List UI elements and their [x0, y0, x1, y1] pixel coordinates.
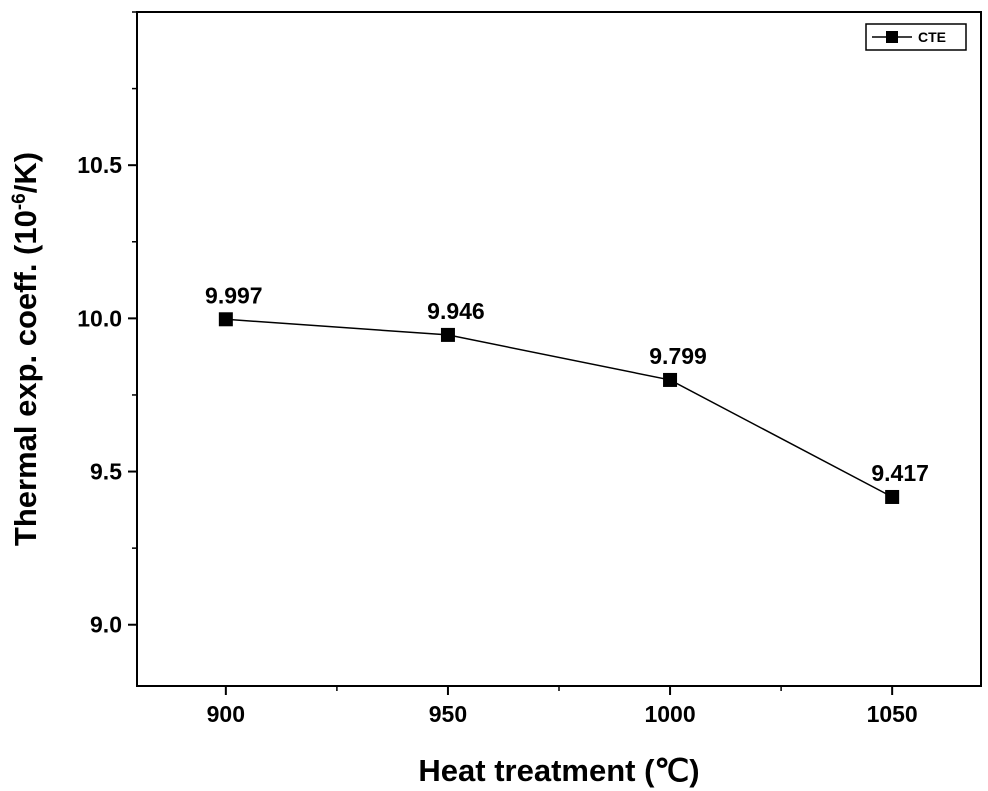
- x-axis-title: Heat treatment (℃): [418, 753, 699, 788]
- data-point-marker: [218, 312, 233, 327]
- y-axis-title-unit: /K): [8, 152, 43, 193]
- y-tick-labels: 9.0 9.5 10.0 10.5: [77, 152, 122, 638]
- data-value-label: 9.997: [205, 282, 263, 308]
- data-value-label: 9.799: [649, 343, 707, 369]
- axis-ticks: [128, 11, 894, 695]
- x-tick-label: 1000: [644, 701, 695, 727]
- x-tick-labels: 900 950 1000 1050: [207, 701, 918, 727]
- data-point-marker: [440, 327, 455, 342]
- series-layer: [218, 312, 900, 504]
- legend-marker-square: [886, 31, 898, 43]
- data-value-label: 9.946: [427, 298, 485, 324]
- data-point-marker: [885, 489, 900, 504]
- y-axis-title-exponent: -6: [9, 193, 30, 210]
- y-axis-title: Thermal exp. coeff. (10-6/K): [8, 152, 43, 546]
- y-tick-label: 10.0: [77, 305, 122, 331]
- data-point-marker: [663, 372, 678, 387]
- legend-label-cte: CTE: [918, 29, 946, 45]
- data-labels: 9.997 9.946 9.799 9.417: [205, 282, 929, 486]
- data-value-label: 9.417: [871, 460, 929, 486]
- series-line-cte: [225, 318, 893, 498]
- plot-frame: [136, 11, 982, 687]
- x-tick-label: 950: [429, 701, 467, 727]
- legend: CTE: [865, 23, 967, 51]
- y-tick-label: 9.5: [90, 459, 122, 485]
- y-axis-title-main: Thermal exp. coeff. (10: [8, 210, 43, 546]
- x-tick-label: 900: [207, 701, 245, 727]
- y-tick-label: 9.0: [90, 612, 122, 638]
- x-tick-label: 1050: [867, 701, 918, 727]
- y-tick-label: 10.5: [77, 152, 122, 178]
